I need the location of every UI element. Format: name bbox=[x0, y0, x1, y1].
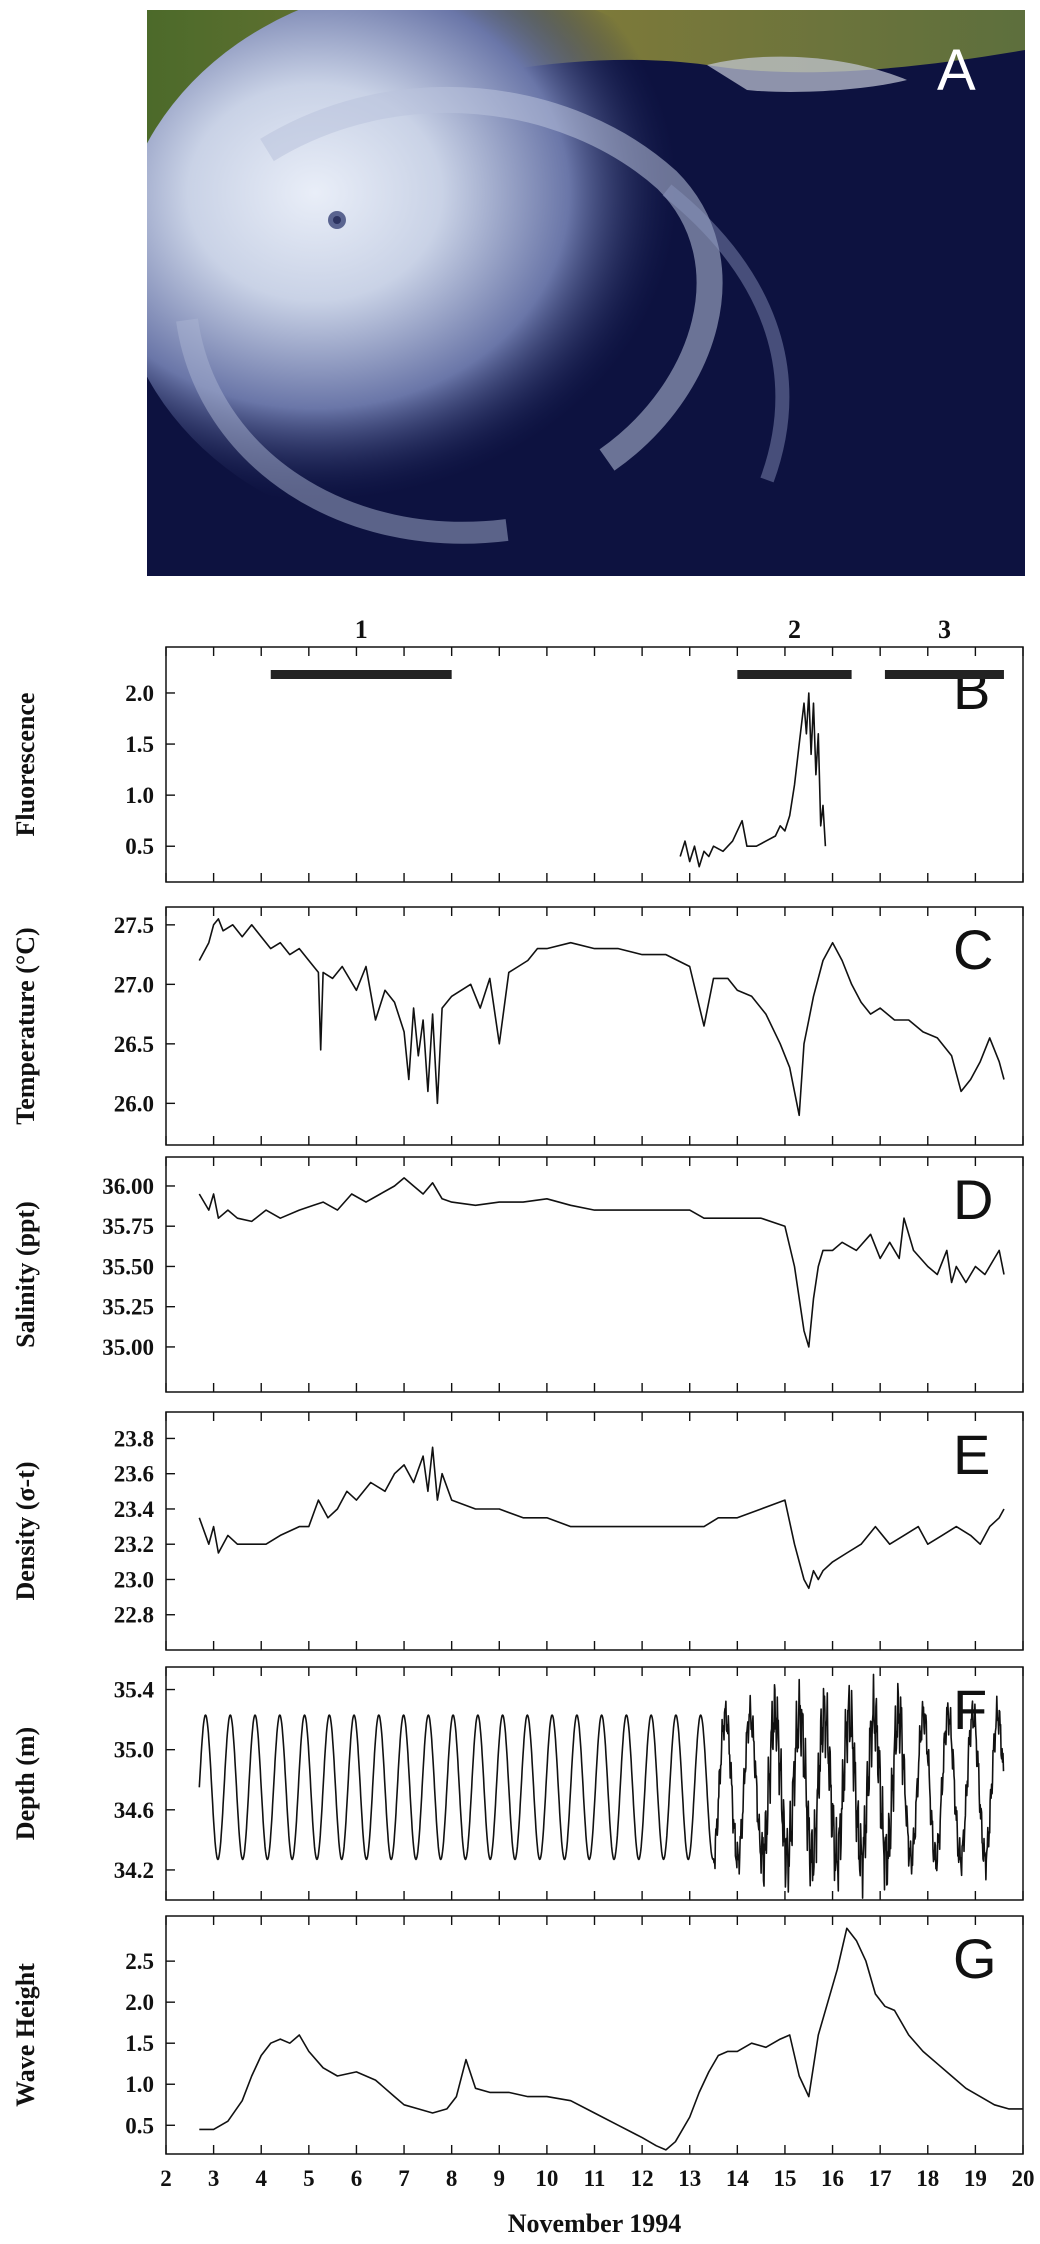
panel-frame-g bbox=[165, 1915, 1024, 2155]
y-tick-label: 34.2 bbox=[114, 1858, 154, 1883]
x-tick-label: 4 bbox=[255, 2166, 267, 2191]
panel-frame-d bbox=[165, 1156, 1024, 1393]
panel-label-e: E bbox=[953, 1423, 990, 1486]
y-tick-label: 23.2 bbox=[114, 1532, 154, 1557]
series-line-e bbox=[198, 1446, 1005, 1590]
y-axis-title-g: Wave Height bbox=[11, 1963, 40, 2107]
x-tick-label: 5 bbox=[303, 2166, 315, 2191]
x-tick-label: 7 bbox=[398, 2166, 410, 2191]
y-tick-label: 26.0 bbox=[114, 1091, 154, 1116]
y-tick-label: 34.6 bbox=[114, 1798, 154, 1823]
y-tick-label: 1.5 bbox=[125, 2031, 154, 2056]
x-tick-label: 9 bbox=[494, 2166, 506, 2191]
series-line-g bbox=[199, 1927, 1023, 2151]
x-tick-label: 13 bbox=[678, 2166, 701, 2191]
y-tick-label: 35.25 bbox=[102, 1295, 154, 1320]
period-label-2: 2 bbox=[788, 615, 801, 644]
panel-frame-e bbox=[165, 1411, 1024, 1651]
x-tick-label: 12 bbox=[631, 2166, 654, 2191]
y-tick-label: 23.0 bbox=[114, 1567, 154, 1592]
period-bar-2 bbox=[737, 670, 852, 679]
x-tick-label: 14 bbox=[726, 2166, 750, 2191]
y-tick-label: 0.5 bbox=[125, 834, 154, 859]
y-axis-title-e: Density (σ-t) bbox=[11, 1461, 40, 1600]
x-tick-label: 15 bbox=[773, 2166, 796, 2191]
panel-label-c: C bbox=[953, 918, 993, 981]
panel-frame-c bbox=[165, 906, 1024, 1146]
y-tick-label: 35.50 bbox=[102, 1254, 154, 1279]
hurricane-satellite-image: A bbox=[147, 10, 1025, 576]
x-axis-title: November 1994 bbox=[508, 2209, 682, 2238]
x-tick-label: 3 bbox=[208, 2166, 220, 2191]
x-tick-label: 16 bbox=[821, 2166, 844, 2191]
y-tick-label: 27.5 bbox=[114, 913, 154, 938]
x-tick-label: 18 bbox=[916, 2166, 939, 2191]
y-tick-label: 36.00 bbox=[102, 1174, 154, 1199]
x-tick-label: 6 bbox=[351, 2166, 363, 2191]
y-tick-label: 35.4 bbox=[114, 1678, 155, 1703]
x-tick-label: 8 bbox=[446, 2166, 458, 2191]
y-tick-label: 35.75 bbox=[102, 1214, 154, 1239]
period-bar-3 bbox=[884, 670, 1004, 679]
y-tick-label: 2.0 bbox=[125, 1990, 154, 2015]
y-tick-label: 35.0 bbox=[114, 1738, 154, 1763]
series-line-d bbox=[198, 1177, 1005, 1348]
series-line-f bbox=[198, 1673, 1005, 1899]
x-tick-label: 19 bbox=[964, 2166, 987, 2191]
x-tick-label: 2 bbox=[160, 2166, 172, 2191]
y-axis-title-c: Temperature (°C) bbox=[11, 927, 40, 1124]
y-tick-label: 0.5 bbox=[125, 2113, 154, 2138]
period-label-3: 3 bbox=[938, 615, 951, 644]
period-label-1: 1 bbox=[355, 615, 368, 644]
y-tick-label: 2.0 bbox=[125, 681, 154, 706]
y-tick-label: 2.5 bbox=[125, 1949, 154, 1974]
period-bar-1 bbox=[270, 670, 452, 679]
series-line-c bbox=[198, 918, 1005, 1117]
y-tick-label: 22.8 bbox=[114, 1603, 154, 1628]
y-tick-label: 1.0 bbox=[125, 2072, 154, 2097]
y-tick-label: 23.6 bbox=[114, 1462, 154, 1487]
panel-label-b: B bbox=[953, 658, 990, 721]
y-tick-label: 23.8 bbox=[114, 1426, 154, 1451]
y-axis-title-b: Fluorescence bbox=[11, 693, 40, 837]
panel-label-d: D bbox=[953, 1168, 993, 1231]
x-tick-label: 10 bbox=[535, 2166, 558, 2191]
x-tick-label: 17 bbox=[869, 2166, 892, 2191]
x-tick-label: 20 bbox=[1012, 2166, 1035, 2191]
x-tick-label: 11 bbox=[584, 2166, 606, 2191]
y-tick-label: 23.4 bbox=[114, 1497, 155, 1522]
panel-label-a: A bbox=[937, 38, 976, 103]
y-axis-title-d: Salinity (ppt) bbox=[11, 1201, 40, 1348]
y-tick-label: 1.0 bbox=[125, 783, 154, 808]
y-tick-label: 35.00 bbox=[102, 1335, 154, 1360]
panel-frame-b bbox=[165, 646, 1024, 883]
y-axis-title-f: Depth (m) bbox=[11, 1727, 40, 1840]
y-tick-label: 26.5 bbox=[114, 1032, 154, 1057]
panel-label-g: G bbox=[953, 1927, 997, 1990]
y-tick-label: 1.5 bbox=[125, 732, 154, 757]
series-line-b bbox=[679, 692, 827, 868]
y-tick-label: 27.0 bbox=[114, 972, 154, 997]
